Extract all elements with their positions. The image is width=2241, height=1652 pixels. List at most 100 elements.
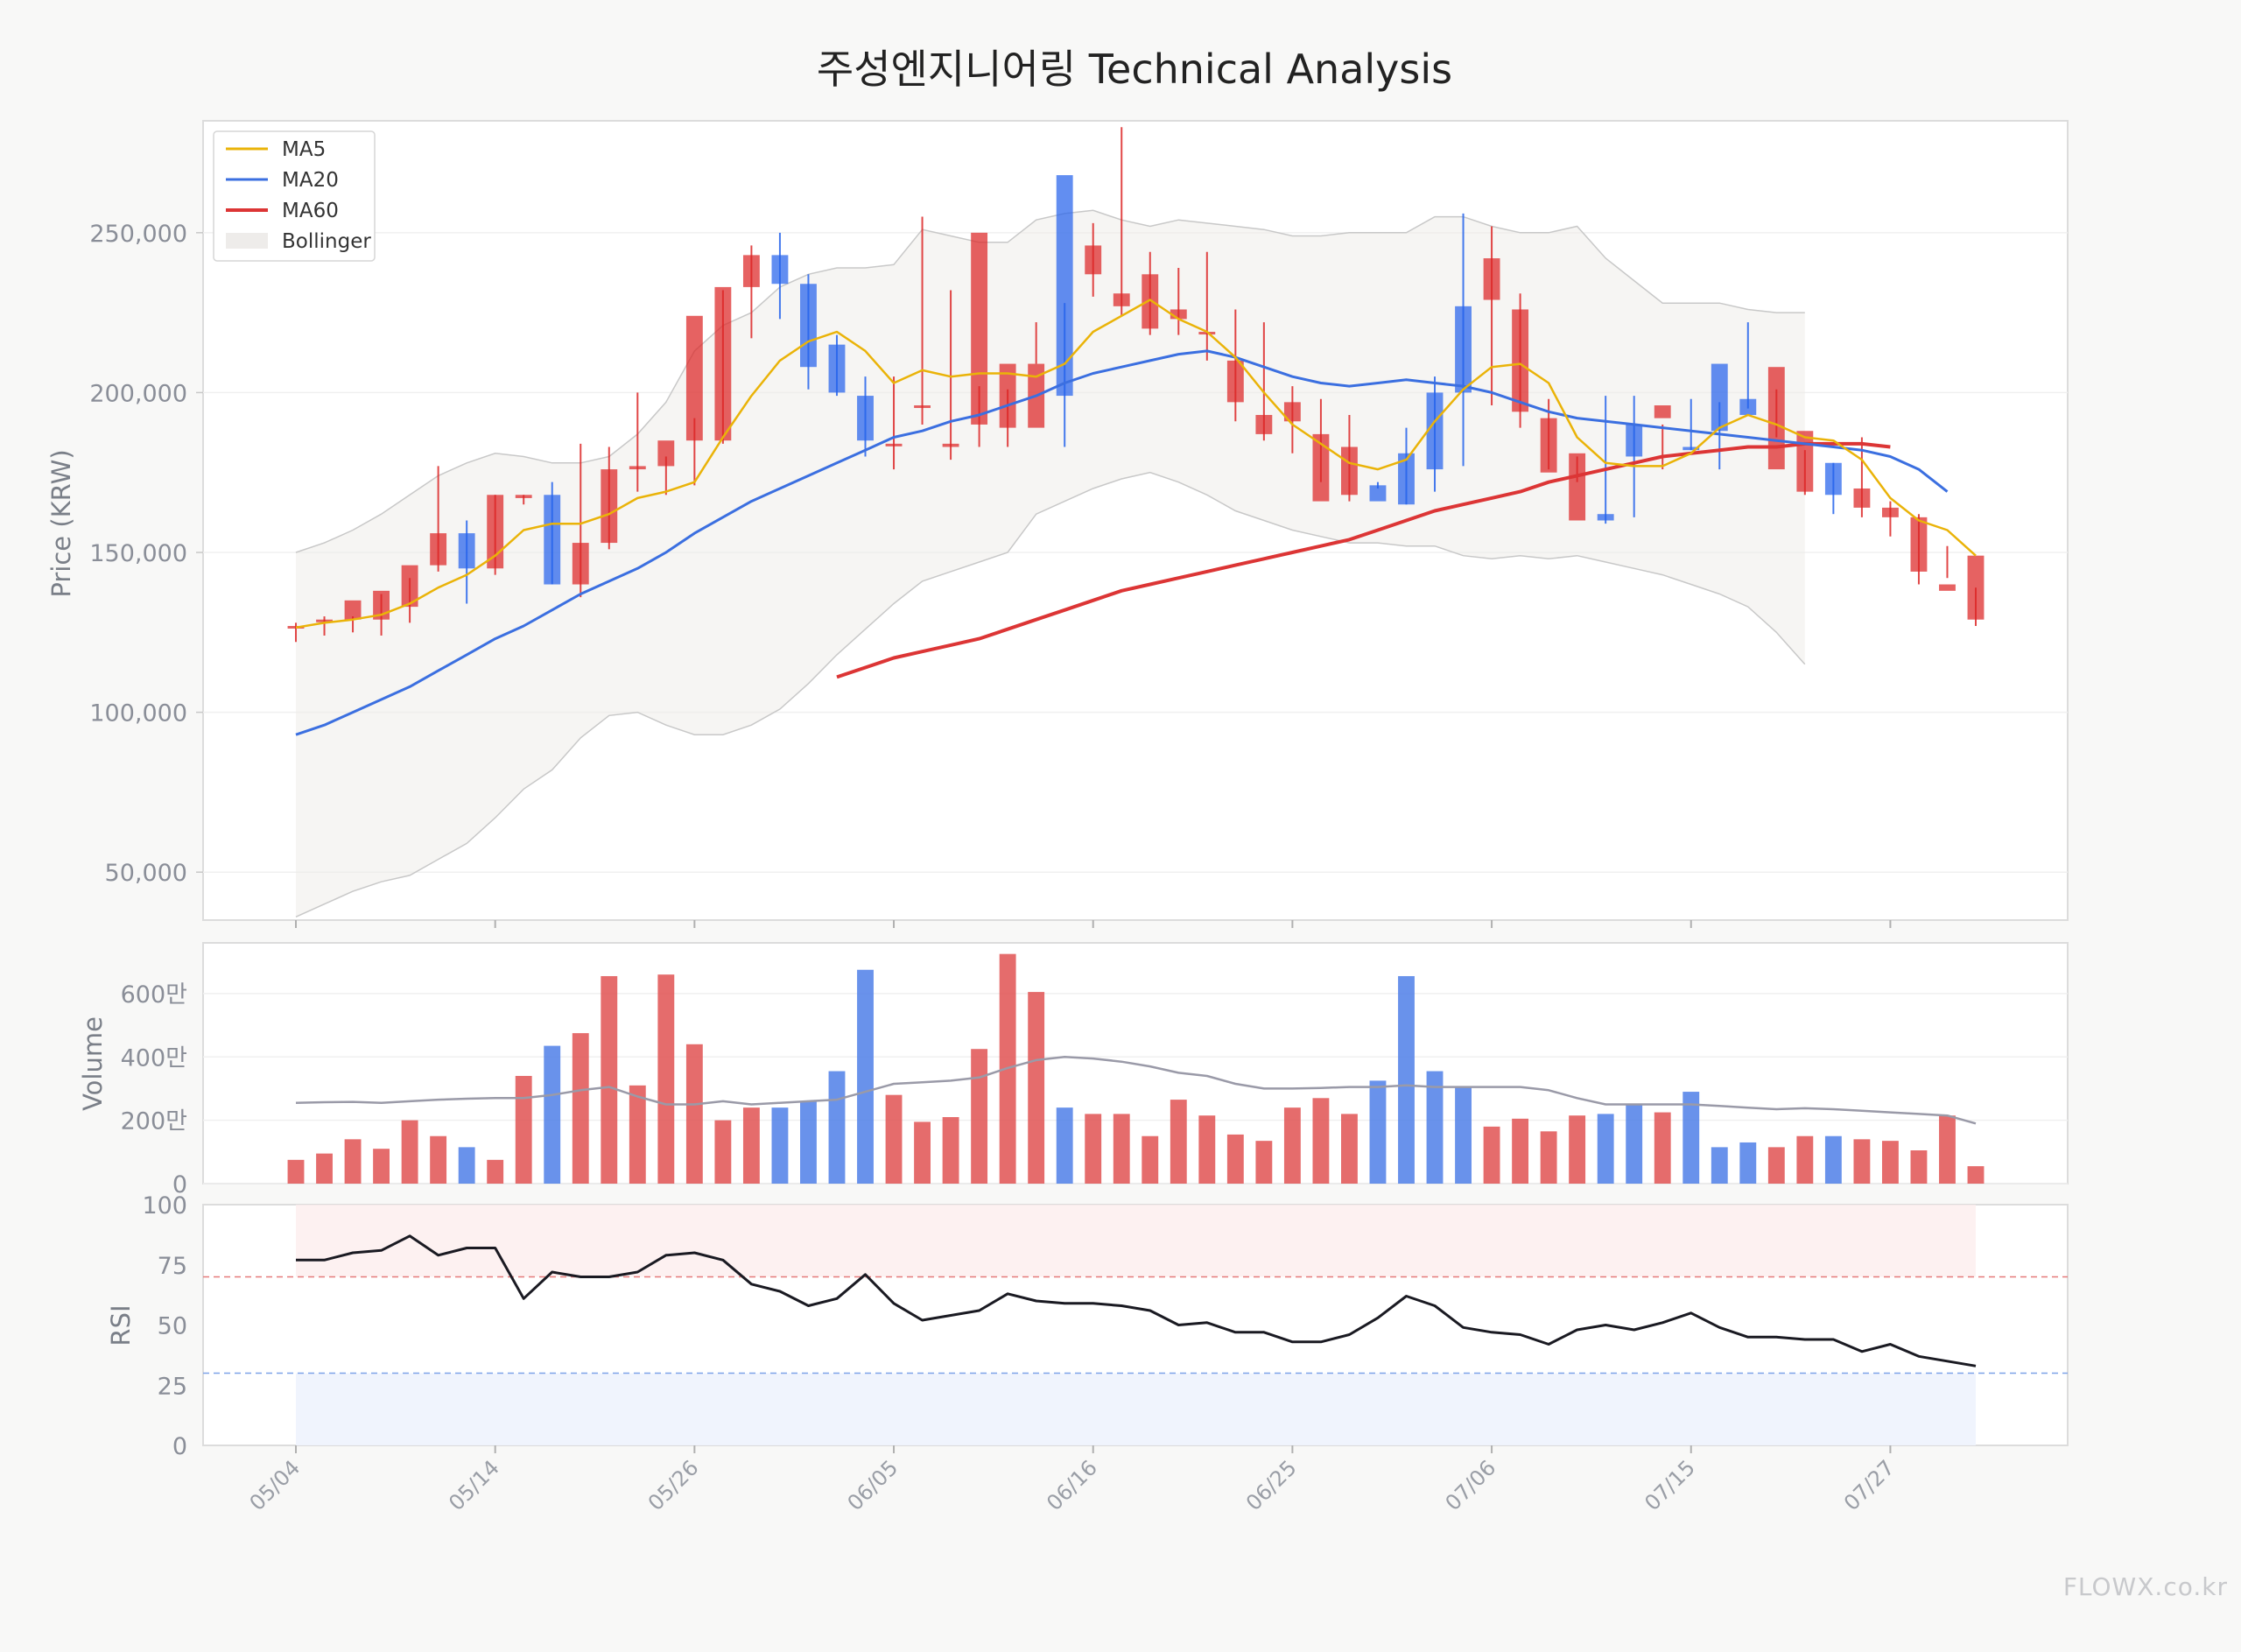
rsi-zones — [203, 1205, 2068, 1445]
rsi-y-tick-label: 25 — [158, 1373, 187, 1400]
chart-title: 주성엔지니어링 Technical Analysis — [817, 46, 1452, 93]
rsi-series-line — [296, 1234, 1977, 1367]
candle-body — [1739, 398, 1757, 415]
volume-bar — [1767, 1147, 1785, 1184]
x-tick-label: 05/26 — [643, 1455, 704, 1515]
candle-body — [1255, 414, 1273, 434]
watermark: FLOWX.co.kr — [2063, 1572, 2228, 1601]
volume-bar — [1910, 1150, 1928, 1184]
price-y-tick-label: 200,000 — [89, 380, 187, 407]
volume-bar — [1226, 1134, 1244, 1184]
x-tick-label: 06/05 — [843, 1455, 903, 1515]
volume-bar — [1198, 1115, 1216, 1184]
x-tick-label: 07/15 — [1640, 1455, 1700, 1515]
candle-body — [601, 469, 618, 544]
volume-bar — [1739, 1142, 1757, 1184]
volume-bar — [544, 1045, 561, 1184]
bollinger-bands — [295, 209, 1806, 917]
candle-body — [1711, 363, 1728, 432]
candle-body — [1283, 402, 1301, 422]
volume-bars — [287, 953, 1985, 1184]
candle-body — [885, 443, 903, 446]
candle-body — [458, 533, 475, 569]
volume-gridlines — [203, 993, 2068, 1185]
ma5-line — [295, 299, 1977, 629]
candle-body — [1312, 433, 1330, 502]
volume-bar — [373, 1149, 390, 1184]
candle-body — [714, 286, 732, 441]
candle-body — [800, 284, 817, 368]
volume-bar — [287, 1159, 305, 1184]
volume-y-label: Volume — [78, 1016, 108, 1111]
candle-body — [1540, 418, 1557, 473]
candle-body — [1398, 453, 1415, 505]
candle-body — [430, 533, 447, 566]
volume-bar — [942, 1117, 959, 1184]
volume-bar — [344, 1139, 362, 1184]
volume-bar — [1312, 1098, 1330, 1184]
candle-body — [1796, 431, 1814, 492]
volume-bar — [458, 1147, 475, 1184]
candle-body — [1113, 293, 1130, 306]
volume-bar — [1597, 1114, 1614, 1184]
rsi-panel: 0 25 50 75 100 RSI — [106, 1192, 2069, 1460]
volume-bar — [1369, 1080, 1387, 1184]
volume-bar — [1824, 1135, 1842, 1184]
x-tick-label: 07/27 — [1839, 1455, 1900, 1515]
candle-body — [857, 396, 874, 441]
volume-bar — [601, 975, 618, 1184]
volume-bar — [1626, 1104, 1643, 1184]
legend-swatch-bollinger — [226, 233, 268, 249]
candle-body — [344, 600, 362, 620]
x-tick-label: 06/25 — [1241, 1455, 1302, 1515]
candle-body — [1226, 360, 1244, 403]
price-y-tick-label: 250,000 — [89, 221, 187, 248]
candle-body — [487, 495, 504, 569]
volume-bar — [1142, 1135, 1159, 1184]
volume-bar — [1341, 1114, 1358, 1184]
volume-y-tick-label: 600만 — [121, 981, 187, 1009]
candle-body — [1767, 367, 1785, 470]
rsi-y-tick-label: 50 — [158, 1313, 187, 1340]
candle-body — [1967, 555, 1985, 620]
candle-body — [828, 344, 846, 393]
volume-bar — [1170, 1100, 1187, 1184]
rsi-y-label: RSI — [106, 1304, 136, 1346]
volume-bar — [1939, 1115, 1956, 1184]
candle-body — [685, 315, 703, 441]
volume-y-tick-label: 0 — [172, 1171, 187, 1199]
volume-bar — [629, 1085, 646, 1184]
candle-body — [1426, 392, 1444, 470]
candle-body — [1341, 446, 1358, 496]
volume-bar — [1028, 992, 1045, 1184]
volume-bar — [800, 1100, 817, 1184]
volume-bar — [914, 1121, 931, 1184]
candle-body — [572, 543, 589, 585]
candle-body — [1597, 514, 1614, 521]
volume-bar — [1967, 1166, 1985, 1184]
price-y-ticks: 50,000 100,000 150,000 200,000 250,000 — [89, 221, 203, 887]
price-y-tick-label: 150,000 — [89, 540, 187, 567]
volume-ma-line — [295, 1056, 1977, 1125]
volume-bar — [487, 1159, 504, 1184]
volume-bar — [685, 1044, 703, 1184]
candle-body — [657, 440, 675, 467]
candle-body — [914, 405, 931, 409]
volume-bar — [1796, 1135, 1814, 1184]
candle-body — [629, 466, 646, 470]
volume-bar — [1881, 1141, 1899, 1184]
rsi-oversold-zone — [296, 1373, 1976, 1445]
volume-bar — [1683, 1092, 1700, 1184]
volume-bar — [857, 969, 874, 1184]
candle-body — [942, 443, 959, 447]
candle-body — [1569, 453, 1586, 521]
candle-body — [1483, 258, 1500, 300]
volume-bar — [771, 1107, 789, 1184]
volume-bar — [316, 1153, 333, 1184]
volume-bar — [828, 1071, 846, 1184]
volume-bar — [1654, 1112, 1671, 1184]
ma60-line — [836, 441, 1891, 679]
rsi-y-tick-label: 75 — [158, 1253, 187, 1280]
candle-body — [544, 495, 561, 585]
